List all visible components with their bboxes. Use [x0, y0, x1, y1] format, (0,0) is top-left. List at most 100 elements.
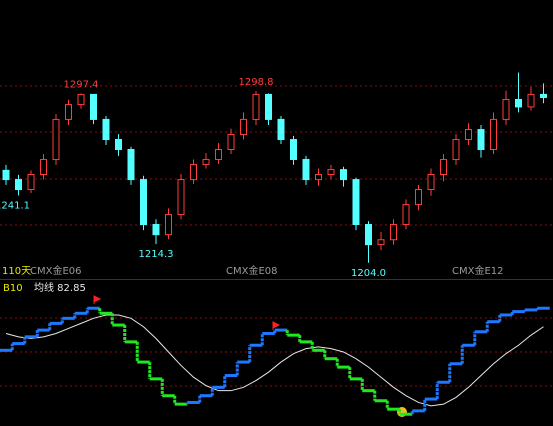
- x-label: CMX金E12: [452, 264, 504, 277]
- x-label: CMX金E06: [30, 264, 82, 277]
- step-segment: [49, 321, 63, 325]
- step-segment: [0, 348, 13, 352]
- grid: [0, 85, 553, 387]
- step-segment: [312, 348, 325, 352]
- candle-body: [90, 93, 97, 120]
- step-segment: [37, 328, 50, 332]
- step-segment: [449, 362, 463, 366]
- candle-body: [365, 224, 372, 246]
- candle-body: [15, 179, 22, 191]
- step-segment: [162, 394, 175, 398]
- step-segment: [387, 407, 400, 411]
- step-segment: [224, 374, 238, 378]
- candle-body: [527, 93, 535, 108]
- step-segment: [362, 389, 375, 393]
- candle-body: [177, 179, 185, 216]
- price-annotation: 1297.4: [64, 80, 99, 91]
- candle-body: [477, 129, 485, 150]
- price-annotation: 1298.8: [239, 77, 274, 88]
- candle-body: [190, 164, 197, 181]
- candle-body: [290, 139, 297, 160]
- candle-body: [202, 158, 210, 166]
- x-label: CMX金E08: [226, 264, 278, 277]
- step-segment: [212, 385, 225, 389]
- step-segment: [412, 409, 425, 413]
- candle-body: [377, 239, 385, 246]
- candle-body: [540, 93, 547, 98]
- step-segment: [174, 402, 188, 406]
- step-segment: [199, 394, 213, 398]
- candle-body: [65, 104, 72, 120]
- step-segment: [62, 316, 75, 320]
- indicator-ma-label: 均线 82.85: [34, 281, 86, 294]
- indicator-name: B10: [3, 283, 23, 294]
- step-segment: [237, 360, 250, 364]
- step-segment: [374, 399, 388, 403]
- candle-body: [27, 174, 35, 191]
- step-segment: [287, 333, 300, 337]
- candle-body: [127, 148, 135, 181]
- step-segment: [474, 330, 488, 334]
- step-segment: [299, 340, 313, 344]
- candle-body: [115, 139, 122, 150]
- ma-line: [5, 314, 544, 407]
- step-segment: [337, 365, 350, 369]
- step-segment: [187, 400, 200, 404]
- candle-body: [52, 118, 60, 160]
- candle-body: [152, 224, 160, 236]
- candle-body: [352, 179, 360, 226]
- signal-flag: [93, 295, 102, 304]
- candle-body: [165, 214, 172, 236]
- period-label: 110天: [2, 266, 31, 277]
- candle-body: [227, 133, 235, 150]
- candle-body: [140, 179, 147, 226]
- price-annotation: 1204.0: [351, 268, 386, 279]
- step-segment: [324, 357, 338, 361]
- candle-body: [215, 148, 222, 160]
- step-segment: [24, 335, 38, 339]
- candle-body: [77, 93, 85, 106]
- step-segment: [349, 377, 363, 381]
- step-segment: [462, 343, 475, 347]
- candle-body: [415, 189, 422, 206]
- step-segment: [12, 342, 25, 346]
- step-segment: [487, 320, 500, 324]
- candle-body: [465, 129, 472, 141]
- candle-body: [40, 158, 47, 176]
- candle-body: [402, 204, 410, 226]
- candle-body: [315, 174, 322, 181]
- step-segment: [512, 310, 525, 314]
- candle-body: [327, 169, 335, 176]
- candle-body: [390, 224, 397, 241]
- step-segment: [399, 412, 413, 416]
- step-segment: [524, 308, 538, 312]
- candle-body: [340, 169, 347, 181]
- step-segment: [499, 313, 513, 317]
- step-segment: [424, 397, 438, 401]
- candle-body: [440, 158, 447, 176]
- candle-body: [252, 93, 260, 120]
- candle-body: [102, 118, 110, 141]
- price-annotation: 1241.1: [0, 201, 30, 212]
- candle-body: [277, 118, 285, 141]
- candle-body: [427, 174, 435, 191]
- candle-body: [240, 118, 247, 135]
- step-segment: [537, 306, 550, 310]
- step-segment: [262, 331, 275, 335]
- step-segment: [249, 343, 263, 347]
- step-segment: [437, 380, 450, 384]
- step-segment: [87, 306, 100, 310]
- step-segment: [112, 323, 125, 327]
- step-segment: [99, 311, 113, 315]
- candle-body: [502, 98, 510, 120]
- candle-body: [515, 98, 522, 108]
- candle-body: [2, 169, 10, 181]
- candle-body: [490, 118, 497, 150]
- step-segment: [137, 360, 150, 364]
- candle-body: [265, 93, 272, 120]
- candle-body: [452, 139, 460, 160]
- step-segment: [149, 377, 163, 381]
- candle-body: [302, 158, 310, 181]
